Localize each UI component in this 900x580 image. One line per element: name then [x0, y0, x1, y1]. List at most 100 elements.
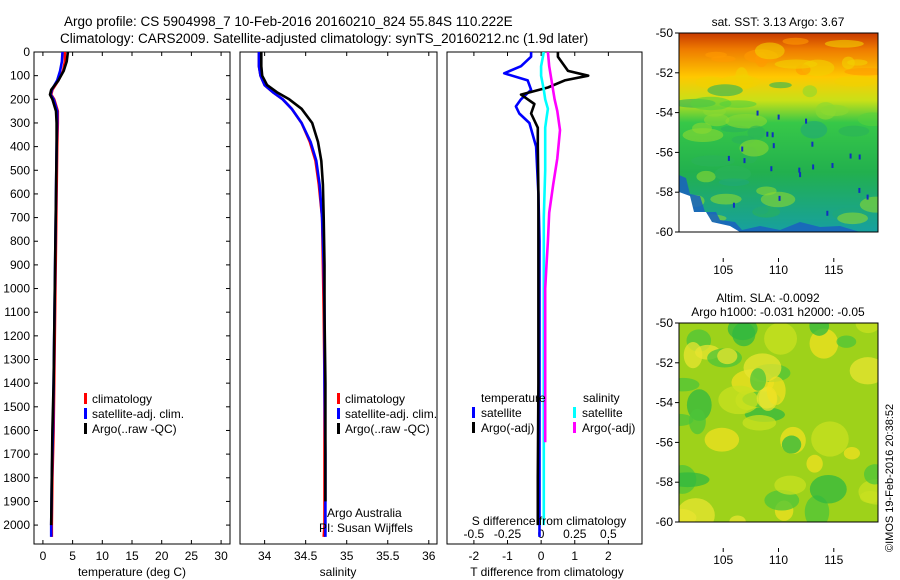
sst-speck: [756, 110, 759, 116]
sst-speck: [858, 154, 861, 160]
sst-speck: [732, 202, 735, 208]
difference-xlabel: T difference from climatology: [470, 565, 624, 579]
sst-texture: [753, 206, 769, 215]
legend-label: satellite: [582, 406, 623, 420]
x-tick-label: 35.5: [376, 549, 400, 563]
sst-speck: [805, 118, 808, 124]
legend-swatch: [472, 407, 475, 418]
x-tick-label: 34: [258, 549, 272, 563]
sla-texture: [679, 377, 700, 392]
series-line-temperature-satellite: [502, 52, 541, 537]
sst-texture: [691, 155, 735, 167]
y-tick-label: 100: [10, 69, 30, 83]
legend-label: climatology: [345, 392, 405, 406]
y-tick-label: 1400: [3, 376, 30, 390]
sla-map-panel: Altim. SLA: -0.0092 Argo h1000: -0.031 h…: [656, 291, 879, 567]
difference-top-xlabel: S difference from climatology: [472, 514, 627, 528]
sst-texture: [696, 170, 716, 183]
salinity-annotation-line2: PI: Susan Wijffels: [319, 521, 413, 535]
x-tick-label: 1: [571, 549, 578, 563]
sst-texture: [725, 113, 768, 129]
sst-texture: [841, 56, 855, 70]
y-tick-label: 1700: [3, 447, 30, 461]
y-tick-label: 1100: [4, 305, 30, 319]
y-tick-label: 1800: [3, 471, 30, 485]
x-tick-label: 10: [96, 549, 110, 563]
sla-texture: [836, 335, 857, 348]
sst-speck: [770, 166, 773, 172]
sst-texture: [782, 37, 809, 45]
y-tick-label: 200: [10, 92, 30, 106]
x2-tick-label: 0.25: [563, 527, 587, 541]
sla-texture: [764, 323, 797, 355]
x-tick-label: 36: [422, 549, 436, 563]
legend-swatch: [84, 408, 87, 419]
map-y-tick-label: -50: [656, 316, 674, 330]
legend-swatch: [84, 393, 87, 404]
sla-texture: [750, 368, 767, 391]
sla-texture: [683, 342, 703, 369]
sst-texture: [703, 113, 730, 127]
sst-texture: [754, 42, 785, 60]
sla-texture: [809, 328, 839, 359]
map-y-tick-label: -60: [656, 515, 674, 529]
sst-speck: [866, 194, 869, 200]
x-tick-label: 2: [605, 549, 612, 563]
series-line-temperature-argo-adj-: [519, 52, 590, 526]
difference-panel: -2 -1 0 1 2 -0.5 -0.25 0 0.25 0.5 T difference fr…: [446, 51, 643, 579]
sst-speck: [777, 114, 780, 120]
y-tick-label: 800: [10, 234, 30, 248]
sla-texture: [764, 489, 800, 511]
sst-speck: [831, 163, 834, 169]
map-y-tick-label: -50: [656, 26, 674, 40]
sst-texture: [800, 120, 828, 139]
x2-tick-label: 0.5: [600, 527, 617, 541]
y-tick-label: 300: [10, 116, 30, 130]
sst-speck: [741, 146, 744, 152]
sst-texture: [838, 125, 870, 137]
sla-texture: [843, 447, 860, 460]
sla-texture: [689, 408, 706, 435]
map-x-tick-label: 115: [824, 553, 843, 567]
sla-texture: [806, 454, 823, 473]
sst-map-panel: sat. SST: 3.13 Argo: 3.67 -50 -52 -54 -56 -5…: [656, 15, 879, 277]
legend-swatch: [573, 407, 576, 418]
legend-label: satellite-adj. clim.: [92, 407, 184, 421]
x-tick-label: 20: [155, 549, 169, 563]
sla-texture: [863, 464, 878, 485]
x2-tick-label: -0.5: [464, 527, 485, 541]
legend-label: Argo(-adj): [481, 421, 534, 435]
sla-texture: [781, 435, 802, 454]
map-y-tick-label: -56: [656, 435, 674, 449]
temperature-panel: 0100200300400500600700800900100011001200…: [3, 45, 231, 579]
sla-texture: [742, 414, 777, 431]
sst-speck: [826, 210, 829, 216]
sla-texture: [811, 421, 849, 457]
sla-texture: [809, 323, 830, 336]
sla-texture: [809, 474, 847, 504]
sst-texture: [774, 59, 818, 69]
map-y-tick-label: -54: [656, 396, 674, 410]
x-tick-label: 30: [214, 549, 228, 563]
y-tick-label: 1900: [3, 494, 30, 508]
x-tick-label: 35: [340, 549, 354, 563]
map-x-tick-label: 110: [769, 263, 788, 277]
temperature-xlabel: temperature (deg C): [78, 565, 186, 579]
salinity-annotation-line1: Argo Australia: [327, 506, 402, 520]
sst-speck: [812, 164, 815, 170]
sla-texture: [727, 323, 758, 341]
series-line-climatology: [257, 52, 326, 537]
sla-map-title: Altim. SLA: -0.0092: [716, 291, 820, 305]
x-tick-label: 5: [69, 549, 76, 563]
copyright-label: ©IMOS 19-Feb-2016 20:38:52: [884, 404, 896, 552]
x-tick-label: 15: [125, 549, 139, 563]
map-y-tick-label: -52: [656, 356, 674, 370]
sst-speck: [811, 141, 814, 147]
map-x-tick-label: 110: [769, 553, 788, 567]
series-line-satellite-adj-clim-: [257, 52, 327, 537]
sst-speck: [727, 155, 730, 161]
legend-label: Argo(..raw -QC): [345, 422, 430, 436]
sla-texture: [774, 475, 807, 495]
salinity-xlabel: salinity: [320, 565, 357, 579]
